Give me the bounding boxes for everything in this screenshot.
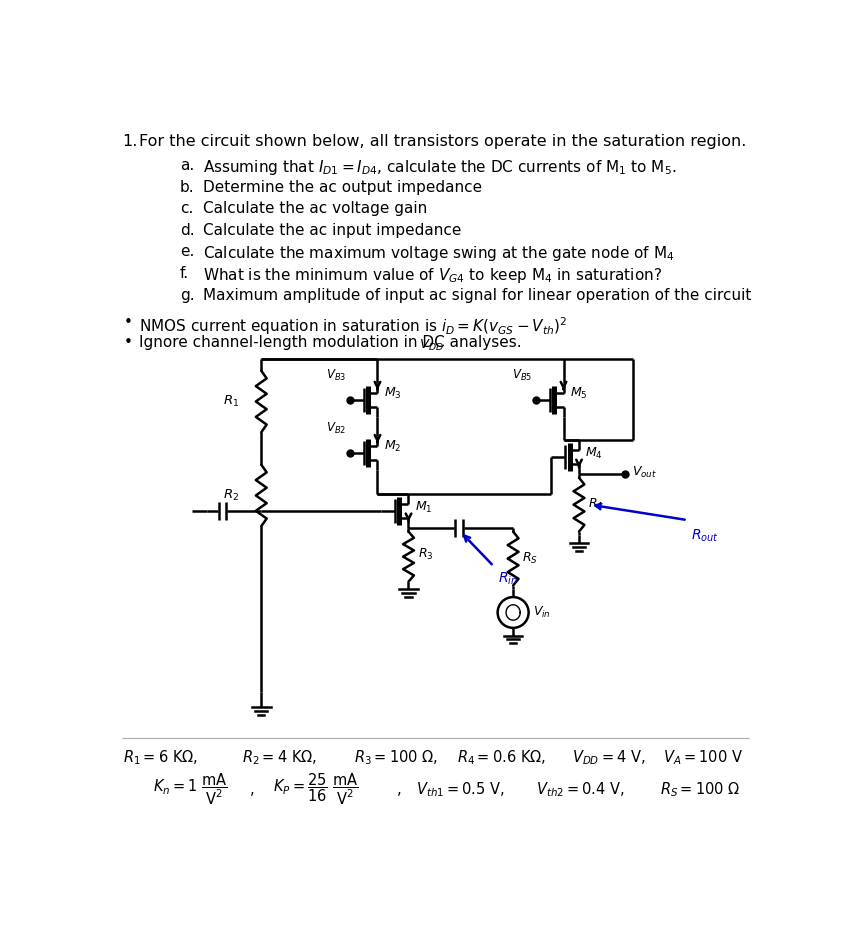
Text: $M_5$: $M_5$ xyxy=(570,386,587,401)
Text: $M_3$: $M_3$ xyxy=(383,386,401,401)
Text: Maximum amplitude of input ac signal for linear operation of the circuit: Maximum amplitude of input ac signal for… xyxy=(203,288,751,303)
Text: ,: , xyxy=(250,782,254,797)
Text: $M_4$: $M_4$ xyxy=(585,447,603,462)
Text: $R_4$: $R_4$ xyxy=(588,498,604,512)
Text: Assuming that $I_{D1} = I_{D4}$, calculate the DC currents of M$_1$ to M$_5$.: Assuming that $I_{D1} = I_{D4}$, calcula… xyxy=(203,158,677,177)
Text: $V_{DD} = 4\ \mathrm{V}$,: $V_{DD} = 4\ \mathrm{V}$, xyxy=(572,748,645,766)
Text: Calculate the ac input impedance: Calculate the ac input impedance xyxy=(203,223,462,237)
Text: •: • xyxy=(123,335,133,350)
Text: •: • xyxy=(123,315,133,330)
Text: What is the minimum value of $V_{G4}$ to keep M$_4$ in saturation?: What is the minimum value of $V_{G4}$ to… xyxy=(203,266,662,285)
Text: $R_1 = 6\ \mathrm{K\Omega}$,: $R_1 = 6\ \mathrm{K\Omega}$, xyxy=(123,748,198,766)
Text: $R_{out}$: $R_{out}$ xyxy=(690,528,718,544)
Text: ,: , xyxy=(397,782,401,797)
Text: 1.: 1. xyxy=(122,133,137,149)
Text: $V_{B3}$: $V_{B3}$ xyxy=(326,368,347,383)
Text: $V_{in}$: $V_{in}$ xyxy=(533,604,551,620)
Text: d.: d. xyxy=(180,223,195,237)
Text: $R_S = 100\ \Omega$: $R_S = 100\ \Omega$ xyxy=(660,780,740,799)
Text: $V_{B2}$: $V_{B2}$ xyxy=(326,421,347,436)
Text: $K_P = \dfrac{25}{16}\ \dfrac{\mathrm{mA}}{\mathrm{V}^2}$: $K_P = \dfrac{25}{16}\ \dfrac{\mathrm{mA… xyxy=(273,772,359,807)
Text: a.: a. xyxy=(180,158,194,173)
Text: $R_S$: $R_S$ xyxy=(523,551,538,566)
Text: $V_A = 100\ \mathrm{V}$: $V_A = 100\ \mathrm{V}$ xyxy=(663,748,743,766)
Text: $V_{out}$: $V_{out}$ xyxy=(632,464,657,480)
Text: Calculate the ac voltage gain: Calculate the ac voltage gain xyxy=(203,201,428,217)
Text: $R_{in}$: $R_{in}$ xyxy=(497,570,518,587)
Text: f.: f. xyxy=(180,266,189,281)
Text: c.: c. xyxy=(180,201,193,217)
Text: Calculate the maximum voltage swing at the gate node of M$_4$: Calculate the maximum voltage swing at t… xyxy=(203,244,675,263)
Text: $R_2 = 4\ \mathrm{K\Omega}$,: $R_2 = 4\ \mathrm{K\Omega}$, xyxy=(242,748,317,766)
Text: $M_1$: $M_1$ xyxy=(415,500,432,516)
Text: Determine the ac output impedance: Determine the ac output impedance xyxy=(203,180,482,195)
Text: Ignore channel-length modulation in DC analyses.: Ignore channel-length modulation in DC a… xyxy=(139,335,521,350)
Text: $R_3 = 100\ \Omega$,: $R_3 = 100\ \Omega$, xyxy=(354,748,439,766)
Text: $K_n = 1\ \dfrac{\mathrm{mA}}{\mathrm{V}^2}$: $K_n = 1\ \dfrac{\mathrm{mA}}{\mathrm{V}… xyxy=(153,772,228,807)
Text: $R_2$: $R_2$ xyxy=(224,488,240,503)
Text: b.: b. xyxy=(180,180,195,195)
Text: $R_3$: $R_3$ xyxy=(418,547,434,562)
Text: $M_2$: $M_2$ xyxy=(383,439,401,454)
Text: For the circuit shown below, all transistors operate in the saturation region.: For the circuit shown below, all transis… xyxy=(139,133,746,149)
Text: $V_{DD}$: $V_{DD}$ xyxy=(419,338,445,353)
Text: e.: e. xyxy=(180,244,195,259)
Text: $R_4 = 0.6\ \mathrm{K\Omega}$,: $R_4 = 0.6\ \mathrm{K\Omega}$, xyxy=(456,748,546,766)
Text: $V_{th2} = 0.4\ \mathrm{V}$,: $V_{th2} = 0.4\ \mathrm{V}$, xyxy=(536,780,625,799)
Text: $R_1$: $R_1$ xyxy=(224,394,240,409)
Text: $V_{th1} = 0.5\ \mathrm{V}$,: $V_{th1} = 0.5\ \mathrm{V}$, xyxy=(416,780,505,799)
Text: $V_{B5}$: $V_{B5}$ xyxy=(513,368,532,383)
Text: g.: g. xyxy=(180,288,195,303)
Text: NMOS current equation in saturation is $i_D = K(v_{GS} - V_{th})^2$: NMOS current equation in saturation is $… xyxy=(139,315,567,337)
